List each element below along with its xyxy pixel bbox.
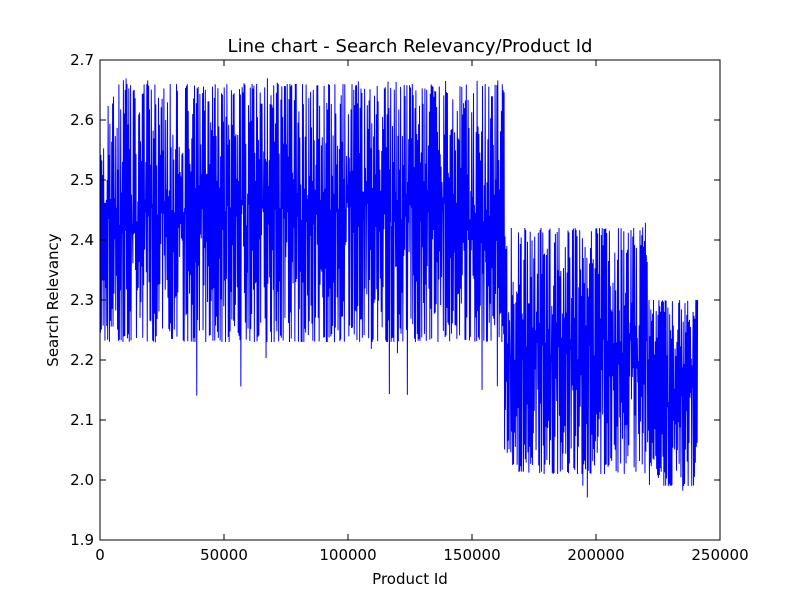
y-tick-label: 2.1	[70, 411, 94, 429]
y-tick-label: 2.4	[70, 231, 94, 249]
y-tick-label: 2.6	[70, 111, 94, 129]
x-tick-label: 50000	[200, 546, 248, 564]
x-tick-label: 0	[95, 546, 105, 564]
y-axis-ticks: 1.9 2.0 2.1 2.2 2.3 2.4 2.5 2.6 2.7	[70, 51, 720, 549]
x-tick-label: 200000	[567, 546, 624, 564]
y-tick-label: 2.0	[70, 471, 94, 489]
y-tick-label: 2.7	[70, 51, 94, 69]
x-axis-label: Product Id	[372, 570, 448, 588]
y-tick-label: 2.2	[70, 351, 94, 369]
y-tick-label: 2.5	[70, 171, 94, 189]
y-tick-label: 1.9	[70, 531, 94, 549]
chart-title: Line chart - Search Relevancy/Product Id	[228, 36, 593, 57]
y-tick-label: 2.3	[70, 291, 94, 309]
series-line	[100, 78, 699, 498]
plot-frame	[99, 59, 721, 541]
x-tick-label: 150000	[443, 546, 500, 564]
plot-area	[100, 78, 699, 498]
x-tick-label: 250000	[691, 546, 748, 564]
y-axis-label: Search Relevancy	[44, 233, 62, 366]
x-tick-label: 100000	[319, 546, 376, 564]
